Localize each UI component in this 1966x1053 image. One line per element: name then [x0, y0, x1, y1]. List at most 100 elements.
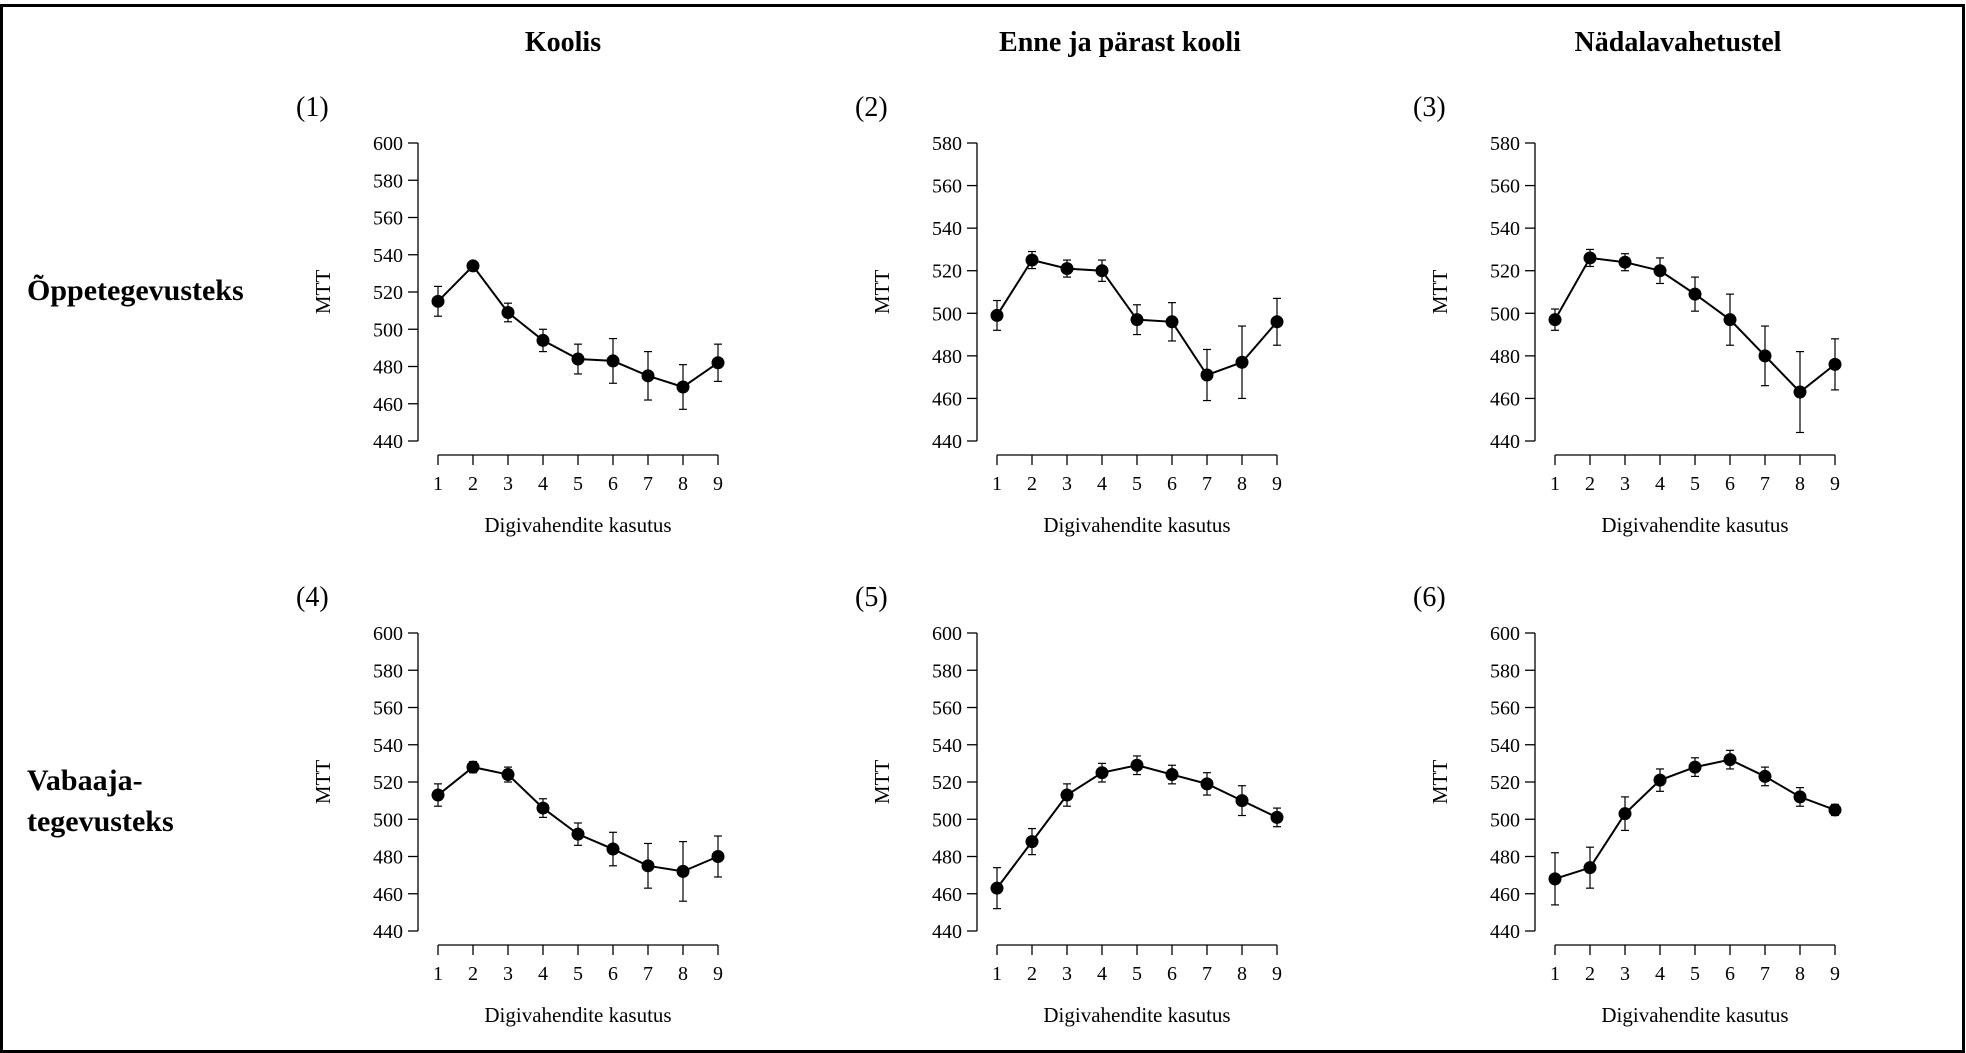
data-point-5: [1131, 759, 1144, 772]
data-point-1: [572, 353, 585, 366]
y-tick-label-2: 440: [932, 431, 962, 453]
x-tick-label-3: 2: [1585, 473, 1595, 495]
x-tick-label-1: 4: [538, 473, 548, 495]
y-tick-label-6: 540: [1490, 735, 1520, 757]
data-point-6: [1829, 803, 1842, 816]
y-tick-label-5: 440: [932, 921, 962, 943]
data-point-5: [1201, 777, 1214, 790]
panel-label-4: (4): [296, 582, 329, 613]
x-tick-label-1: 5: [573, 473, 583, 495]
data-point-2: [1131, 313, 1144, 326]
data-point-3: [1794, 386, 1807, 399]
x-tick-label-6: 5: [1690, 963, 1700, 985]
panel-label-2: (2): [855, 92, 888, 123]
data-point-3: [1549, 313, 1562, 326]
data-point-5: [1061, 789, 1074, 802]
y-tick-label-5: 580: [932, 660, 962, 682]
x-tick-label-6: 1: [1550, 963, 1560, 985]
y-tick-label-1: 560: [373, 208, 403, 230]
data-point-6: [1794, 790, 1807, 803]
y-tick-label-5: 560: [932, 698, 962, 720]
x-tick-label-3: 4: [1655, 473, 1665, 495]
x-tick-label-6: 2: [1585, 963, 1595, 985]
x-tick-label-5: 8: [1237, 963, 1247, 985]
y-tick-label-5: 500: [932, 809, 962, 831]
x-tick-label-1: 7: [643, 473, 653, 495]
y-axis-title-3: MTT: [1428, 270, 1452, 315]
x-tick-label-1: 8: [678, 473, 688, 495]
row-title-2-line-2: tegevusteks: [27, 805, 174, 838]
x-tick-label-6: 4: [1655, 963, 1665, 985]
data-point-4: [712, 850, 725, 863]
x-tick-label-5: 7: [1202, 963, 1212, 985]
x-tick-label-3: 6: [1725, 473, 1735, 495]
y-tick-label-1: 460: [373, 394, 403, 416]
data-point-5: [1096, 766, 1109, 779]
column-title-2: Enne ja pärast kooli: [999, 27, 1241, 58]
x-tick-label-4: 4: [538, 963, 548, 985]
x-tick-label-4: 8: [678, 963, 688, 985]
x-tick-label-4: 1: [433, 963, 443, 985]
row-title-2-line-1: Vabaaja-: [27, 764, 143, 797]
x-tick-label-5: 2: [1027, 963, 1037, 985]
y-tick-label-2: 460: [932, 388, 962, 410]
y-axis-title-6: MTT: [1428, 760, 1452, 805]
y-tick-label-5: 480: [932, 847, 962, 869]
x-tick-label-4: 6: [608, 963, 618, 985]
x-tick-label-4: 7: [643, 963, 653, 985]
data-point-4: [642, 859, 655, 872]
data-point-2: [1201, 369, 1214, 382]
y-tick-label-6: 460: [1490, 884, 1520, 906]
data-point-1: [677, 380, 690, 393]
data-point-6: [1724, 753, 1737, 766]
data-point-5: [1166, 768, 1179, 781]
data-point-4: [502, 768, 515, 781]
y-tick-label-1: 580: [373, 170, 403, 192]
y-tick-label-5: 520: [932, 772, 962, 794]
data-point-4: [607, 843, 620, 856]
data-point-3: [1759, 349, 1772, 362]
data-point-4: [432, 789, 445, 802]
y-tick-label-6: 440: [1490, 921, 1520, 943]
data-point-5: [991, 882, 1004, 895]
y-tick-label-1: 500: [373, 319, 403, 341]
y-axis-title-1: MTT: [311, 270, 335, 315]
x-tick-label-1: 2: [468, 473, 478, 495]
x-tick-label-5: 1: [992, 963, 1002, 985]
y-tick-label-2: 500: [932, 303, 962, 325]
y-tick-label-4: 580: [373, 660, 403, 682]
y-tick-label-1: 440: [373, 431, 403, 453]
y-tick-label-3: 500: [1490, 303, 1520, 325]
data-point-3: [1619, 256, 1632, 269]
x-axis-title-4: Digivahendite kasutus: [484, 1003, 671, 1027]
y-axis-title-4: MTT: [311, 760, 335, 805]
data-point-3: [1724, 313, 1737, 326]
x-tick-label-1: 1: [433, 473, 443, 495]
y-tick-label-6: 580: [1490, 660, 1520, 682]
y-tick-label-6: 600: [1490, 623, 1520, 645]
data-point-6: [1654, 774, 1667, 787]
y-tick-label-4: 560: [373, 698, 403, 720]
y-tick-label-4: 600: [373, 623, 403, 645]
data-point-6: [1619, 807, 1632, 820]
y-tick-label-3: 580: [1490, 133, 1520, 155]
x-axis-title-2: Digivahendite kasutus: [1043, 513, 1230, 537]
x-tick-label-2: 8: [1237, 473, 1247, 495]
y-tick-label-2: 520: [932, 261, 962, 283]
y-tick-label-6: 520: [1490, 772, 1520, 794]
x-tick-label-4: 5: [573, 963, 583, 985]
x-tick-label-3: 7: [1760, 473, 1770, 495]
x-tick-label-5: 6: [1167, 963, 1177, 985]
data-point-1: [502, 306, 515, 319]
y-tick-label-2: 540: [932, 218, 962, 240]
data-point-2: [1236, 356, 1249, 369]
data-point-5: [1236, 794, 1249, 807]
y-tick-label-6: 480: [1490, 847, 1520, 869]
panel-label-3: (3): [1413, 92, 1446, 123]
x-tick-label-2: 3: [1062, 473, 1072, 495]
x-tick-label-4: 3: [503, 963, 513, 985]
x-tick-label-3: 3: [1620, 473, 1630, 495]
data-point-5: [1271, 811, 1284, 824]
x-tick-label-4: 9: [713, 963, 723, 985]
